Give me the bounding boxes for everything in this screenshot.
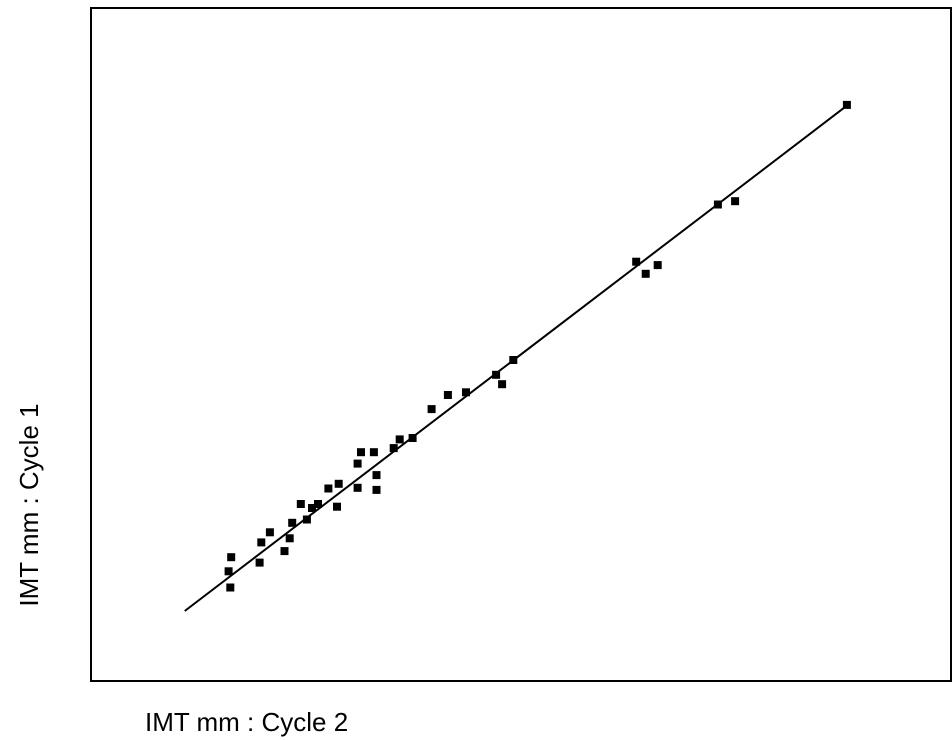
- data-point: [226, 583, 235, 592]
- data-point: [257, 538, 266, 547]
- plot-frame: [90, 7, 952, 682]
- data-point: [308, 504, 316, 512]
- data-point: [641, 269, 650, 278]
- data-point: [302, 515, 311, 524]
- data-point: [509, 356, 518, 364]
- data-point: [285, 534, 294, 543]
- data-point: [296, 500, 305, 508]
- data-point: [227, 553, 236, 562]
- data-point: [333, 502, 341, 511]
- data-point: [334, 479, 343, 488]
- y-axis-label: IMT mm : Cycle 1: [14, 403, 44, 606]
- data-point: [443, 391, 452, 399]
- data-point: [632, 257, 641, 266]
- data-point: [462, 388, 470, 397]
- data-point: [427, 405, 436, 414]
- data-point: [498, 380, 507, 389]
- data-point: [492, 370, 501, 379]
- data-point: [372, 471, 381, 480]
- data-point: [314, 500, 322, 508]
- data-point: [713, 200, 722, 209]
- data-point: [265, 528, 274, 537]
- data-point: [280, 547, 289, 556]
- data-point: [408, 434, 417, 442]
- data-point: [395, 435, 404, 444]
- data-points-layer: [224, 100, 851, 592]
- data-point: [389, 444, 398, 453]
- data-point: [324, 484, 333, 493]
- data-point: [731, 197, 740, 206]
- data-point: [353, 459, 362, 468]
- data-point: [288, 518, 297, 527]
- data-point: [842, 100, 851, 109]
- data-point: [255, 558, 264, 567]
- data-point: [372, 485, 381, 494]
- data-point: [357, 448, 365, 457]
- x-axis-label: IMT mm : Cycle 2: [145, 707, 348, 737]
- data-point: [653, 261, 662, 270]
- data-point: [224, 567, 233, 576]
- data-point: [369, 448, 378, 457]
- data-point: [353, 483, 362, 492]
